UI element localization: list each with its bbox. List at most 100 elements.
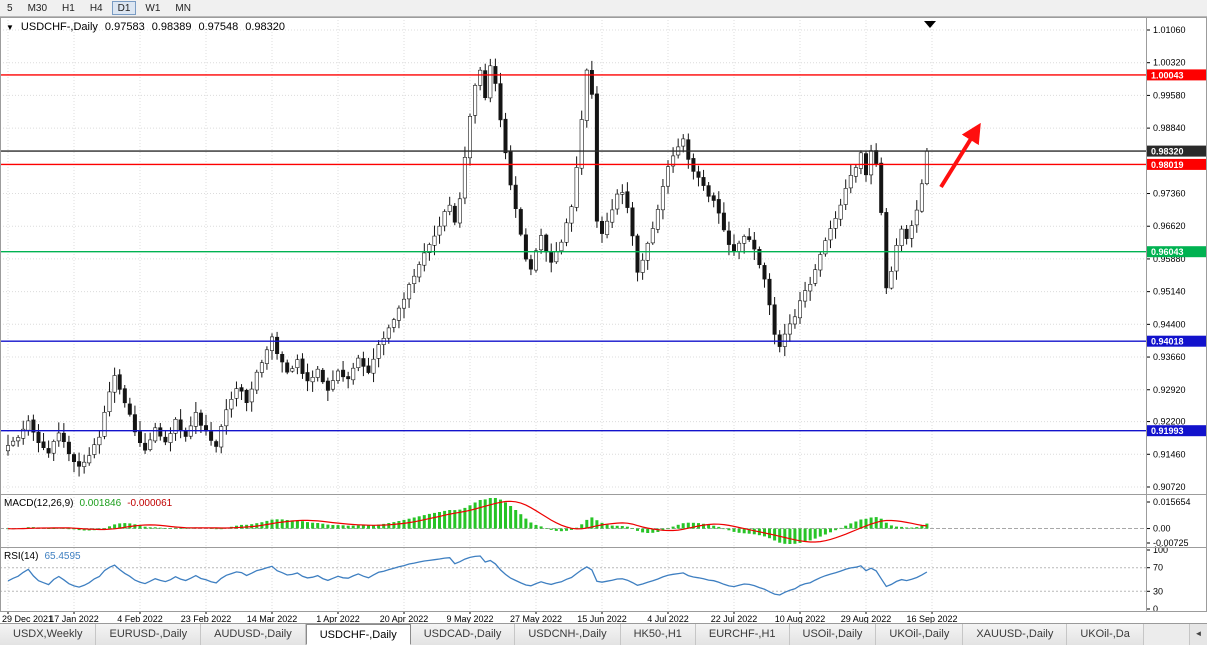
rsi-indicator-label: RSI(14) 65.4595 (4, 551, 81, 562)
timeframe-toolbar: 5 M30 H1 H4 D1 W1 MN (0, 0, 1207, 17)
svg-text:0.94400: 0.94400 (1153, 319, 1186, 329)
svg-text:29 Aug 2022: 29 Aug 2022 (841, 614, 892, 623)
svg-text:10 Aug 2022: 10 Aug 2022 (775, 614, 826, 623)
rsi-axis[interactable]: 100 70 30 0 (1146, 545, 1168, 614)
svg-text:0.015654: 0.015654 (1153, 497, 1191, 507)
chart-symbol-period: USDCHF-,Daily (20, 21, 98, 33)
tab-ukoil-daily[interactable]: UKOil-,Daily (876, 624, 964, 645)
svg-text:29 Dec 2021: 29 Dec 2021 (2, 614, 53, 623)
macd-signal-value: -0.000061 (127, 498, 173, 509)
ohlc-low: 0.97548 (198, 21, 239, 33)
svg-text:23 Feb 2022: 23 Feb 2022 (181, 614, 232, 623)
svg-text:0.93660: 0.93660 (1153, 352, 1186, 362)
ohlc-high: 0.98389 (151, 21, 192, 33)
chart-title: ▼ USDCHF-,Daily 0.97583 0.98389 0.97548 … (6, 21, 285, 33)
svg-text:0.92200: 0.92200 (1153, 417, 1186, 427)
ohlc-open: 0.97583 (104, 21, 145, 33)
price-tag-0.98320: 0.98320 (1147, 145, 1207, 157)
macd-axis[interactable]: 0.015654 0.00 -0.00725 (1146, 497, 1191, 548)
chart-collapse-icon[interactable]: ▼ (6, 22, 14, 32)
rsi-value: 65.4595 (44, 551, 81, 562)
macd-indicator-label: MACD(12,26,9) 0.001846 -0.000061 (4, 498, 172, 509)
tab-hk50-h1[interactable]: HK50-,H1 (620, 624, 696, 645)
svg-text:0.98019: 0.98019 (1151, 160, 1184, 170)
chart-tabs: USDX,Weekly EURUSD-,Daily AUDUSD-,Daily USD… (0, 624, 1189, 645)
svg-text:0.98320: 0.98320 (1151, 147, 1184, 157)
svg-text:20 Apr 2022: 20 Apr 2022 (380, 614, 429, 623)
svg-text:1.00043: 1.00043 (1151, 70, 1184, 80)
svg-text:15 Jun 2022: 15 Jun 2022 (577, 614, 627, 623)
svg-text:70: 70 (1153, 563, 1163, 573)
tab-xauusd-daily[interactable]: XAUUSD-,Daily (963, 624, 1068, 645)
tab-usdcad-daily[interactable]: USDCAD-,Daily (410, 624, 516, 645)
svg-text:1.00320: 1.00320 (1153, 58, 1186, 68)
timeframe-button-h4[interactable]: H4 (89, 3, 103, 14)
svg-text:0.95140: 0.95140 (1153, 287, 1186, 297)
svg-text:0.99580: 0.99580 (1153, 90, 1186, 100)
chart-window[interactable]: 1.01060 1.00320 0.99580 0.98840 0.97360 0.966… (0, 17, 1207, 623)
svg-text:1 Apr 2022: 1 Apr 2022 (316, 614, 360, 623)
svg-text:22 Jul 2022: 22 Jul 2022 (711, 614, 758, 623)
price-tag-0.91993: 0.91993 (1147, 425, 1207, 437)
timeframe-button-h1[interactable]: H1 (62, 3, 75, 14)
price-tag-0.98019: 0.98019 (1147, 158, 1207, 170)
timeframe-button-mn[interactable]: MN (175, 3, 191, 14)
svg-text:0.92920: 0.92920 (1153, 385, 1186, 395)
macd-histogram (6, 498, 929, 544)
scroll-to-end-marker[interactable] (924, 21, 936, 28)
tab-scroll-left-button[interactable]: ◄ (1189, 624, 1207, 645)
tab-ukoil-da[interactable]: UKOil-,Da (1067, 624, 1144, 645)
price-tag-0.94018: 0.94018 (1147, 335, 1207, 347)
svg-text:0.96043: 0.96043 (1151, 247, 1184, 257)
pane-borders (0, 17, 1207, 612)
svg-text:0.91993: 0.91993 (1151, 426, 1184, 436)
svg-text:4 Feb 2022: 4 Feb 2022 (117, 614, 163, 623)
svg-text:17 Jan 2022: 17 Jan 2022 (49, 614, 99, 623)
chart-tab-bar: USDX,Weekly EURUSD-,Daily AUDUSD-,Daily USD… (0, 623, 1207, 645)
svg-text:100: 100 (1153, 545, 1168, 555)
macd-name: MACD(12,26,9) (4, 498, 74, 509)
svg-text:0.91460: 0.91460 (1153, 449, 1186, 459)
tab-usdx-weekly[interactable]: USDX,Weekly (0, 624, 97, 645)
timeframe-button-5[interactable]: 5 (7, 3, 13, 14)
svg-text:27 May 2022: 27 May 2022 (510, 614, 562, 623)
svg-text:0.98840: 0.98840 (1153, 123, 1186, 133)
svg-text:0.97360: 0.97360 (1153, 189, 1186, 199)
price-tag-1.00043: 1.00043 (1147, 69, 1207, 81)
svg-text:-0.00725: -0.00725 (1153, 538, 1189, 548)
macd-main-value: 0.001846 (79, 498, 122, 509)
price-tag-0.96043: 0.96043 (1147, 246, 1207, 258)
svg-text:9 May 2022: 9 May 2022 (446, 614, 493, 623)
macd-signal-line (7, 500, 927, 543)
svg-text:14 Mar 2022: 14 Mar 2022 (247, 614, 298, 623)
svg-text:0.00: 0.00 (1153, 524, 1171, 534)
svg-text:0: 0 (1153, 604, 1158, 614)
svg-text:16 Sep 2022: 16 Sep 2022 (906, 614, 957, 623)
svg-text:0.95880: 0.95880 (1153, 254, 1186, 264)
tab-eurchf-h1[interactable]: EURCHF-,H1 (695, 624, 790, 645)
tab-usdcnh-daily[interactable]: USDCNH-,Daily (515, 624, 621, 645)
svg-text:0.90720: 0.90720 (1153, 482, 1186, 492)
tab-usdchf-daily[interactable]: USDCHF-,Daily (305, 624, 411, 645)
svg-text:1.01060: 1.01060 (1153, 25, 1186, 35)
tab-usoil-daily[interactable]: USOil-,Daily (789, 624, 877, 645)
timeframe-button-m30[interactable]: M30 (27, 3, 48, 14)
timeframe-button-w1[interactable]: W1 (145, 3, 161, 14)
chart-grid (0, 17, 1146, 611)
svg-text:0.96620: 0.96620 (1153, 221, 1186, 231)
price-axis[interactable]: 1.01060 1.00320 0.99580 0.98840 0.97360 0.966… (1146, 25, 1186, 492)
svg-text:0.94018: 0.94018 (1151, 337, 1184, 347)
candlestick-series (6, 58, 929, 477)
rsi-name: RSI(14) (4, 551, 39, 562)
chart-canvas[interactable]: 1.01060 1.00320 0.99580 0.98840 0.97360 0.966… (0, 17, 1207, 623)
rsi-line (7, 555, 928, 596)
trend-arrow-annotation[interactable] (939, 122, 981, 189)
timeframe-button-d1[interactable]: D1 (111, 1, 137, 15)
tab-audusd-daily[interactable]: AUDUSD-,Daily (201, 624, 306, 645)
svg-text:4 Jul 2022: 4 Jul 2022 (647, 614, 689, 623)
ohlc-close: 0.98320 (245, 21, 285, 33)
tab-eurusd-daily[interactable]: EURUSD-,Daily (96, 624, 202, 645)
svg-text:30: 30 (1153, 586, 1163, 596)
